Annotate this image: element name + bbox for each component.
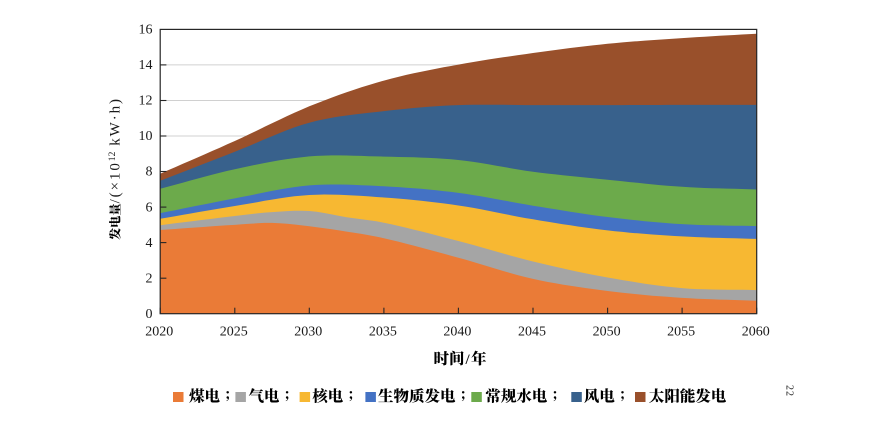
svg-text:12: 12 xyxy=(139,94,153,109)
svg-text:4: 4 xyxy=(146,236,153,251)
svg-text:2030: 2030 xyxy=(294,325,322,340)
svg-text:2060: 2060 xyxy=(742,325,770,340)
svg-text:2025: 2025 xyxy=(220,325,248,340)
svg-text:16: 16 xyxy=(139,23,153,38)
svg-text:2: 2 xyxy=(146,271,153,286)
svg-text:14: 14 xyxy=(139,58,153,73)
svg-text:/(×1012 kW·h): /(×1012 kW·h) xyxy=(108,97,124,203)
svg-text:/: / xyxy=(465,352,471,368)
svg-text:0: 0 xyxy=(146,307,153,322)
svg-text:22: 22 xyxy=(784,385,795,397)
svg-text:8: 8 xyxy=(146,165,153,180)
svg-text:2035: 2035 xyxy=(369,325,397,340)
svg-text:2045: 2045 xyxy=(518,325,546,340)
svg-text:2040: 2040 xyxy=(443,325,471,340)
svg-text:10: 10 xyxy=(139,129,153,144)
svg-text:2050: 2050 xyxy=(593,325,621,340)
svg-text:2055: 2055 xyxy=(667,325,695,340)
svg-text:2020: 2020 xyxy=(145,325,173,340)
svg-text:6: 6 xyxy=(146,200,153,215)
